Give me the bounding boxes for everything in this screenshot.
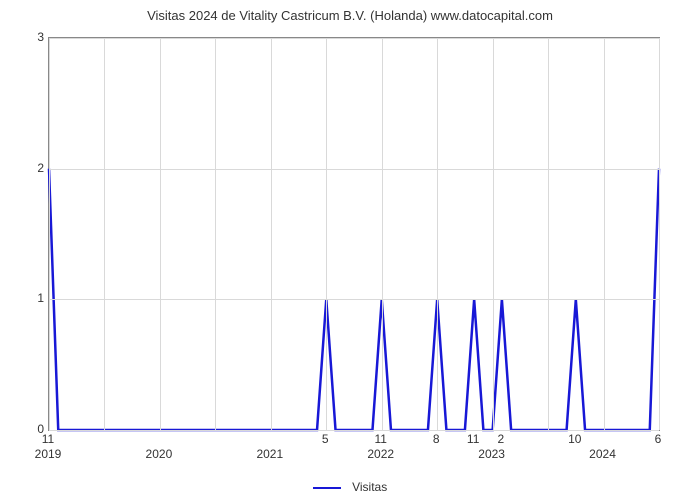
gridline-h xyxy=(49,169,659,170)
x-major-label: 2023 xyxy=(478,447,505,461)
x-minor-label: 6 xyxy=(655,432,662,446)
gridline-v xyxy=(215,38,216,430)
x-minor-label: 10 xyxy=(568,432,581,446)
x-major-label: 2024 xyxy=(589,447,616,461)
x-minor-label: 11 xyxy=(467,432,479,446)
x-minor-label: 5 xyxy=(322,432,329,446)
x-major-label: 2022 xyxy=(367,447,394,461)
gridline-v xyxy=(548,38,549,430)
x-minor-label: 11 xyxy=(374,432,386,446)
gridline-v xyxy=(493,38,494,430)
legend: Visitas xyxy=(0,480,700,494)
gridline-v xyxy=(160,38,161,430)
x-minor-label: 2 xyxy=(498,432,505,446)
gridline-v xyxy=(437,38,438,430)
gridline-h xyxy=(49,38,659,39)
y-tick-label: 2 xyxy=(6,161,44,175)
x-major-label: 2020 xyxy=(146,447,173,461)
gridline-v xyxy=(382,38,383,430)
y-tick-label: 3 xyxy=(6,30,44,44)
x-major-label: 2019 xyxy=(35,447,62,461)
gridline-h xyxy=(49,430,659,431)
legend-swatch xyxy=(313,487,341,489)
line-path-svg xyxy=(49,38,659,430)
gridline-v xyxy=(659,38,660,430)
legend-label: Visitas xyxy=(352,480,387,494)
gridline-v xyxy=(49,38,50,430)
x-minor-label: 8 xyxy=(433,432,440,446)
chart-area: 0123201920202021202220232024115118112106 xyxy=(0,27,700,457)
gridline-v xyxy=(271,38,272,430)
gridline-v xyxy=(326,38,327,430)
x-major-label: 2021 xyxy=(256,447,283,461)
gridline-h xyxy=(49,299,659,300)
y-tick-label: 1 xyxy=(6,291,44,305)
plot-area xyxy=(48,37,660,431)
chart-title: Visitas 2024 de Vitality Castricum B.V. … xyxy=(0,0,700,27)
gridline-v xyxy=(604,38,605,430)
y-tick-label: 0 xyxy=(6,422,44,436)
gridline-v xyxy=(104,38,105,430)
x-minor-label: 11 xyxy=(42,432,54,446)
